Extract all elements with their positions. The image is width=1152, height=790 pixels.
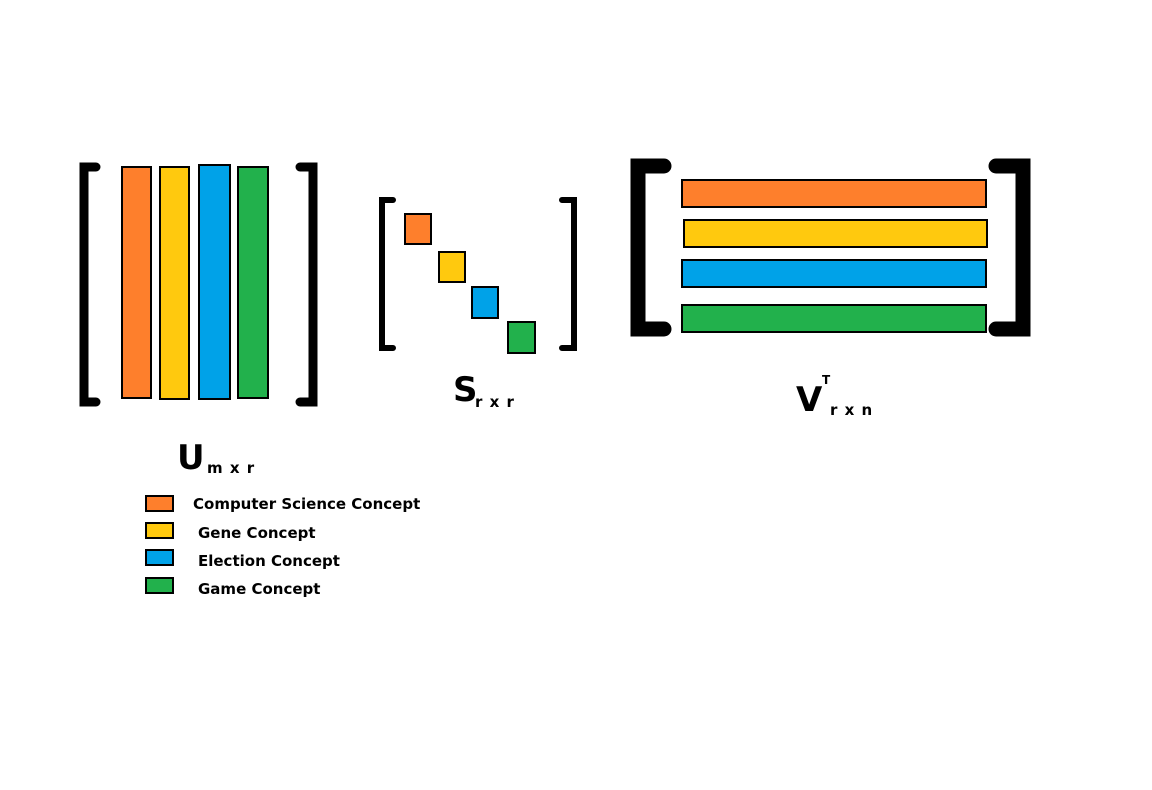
legend: Computer Science Concept Gene Concept El… [145, 495, 420, 598]
vt-row-gene [683, 219, 988, 248]
vt-row-election [681, 259, 987, 288]
u-right-bracket [295, 162, 318, 407]
legend-label-game: Game Concept [198, 580, 320, 598]
vt-superscript: T [822, 373, 831, 387]
s-left-bracket [379, 197, 396, 351]
s-matrix: S r x r [379, 197, 577, 411]
u-column-game [237, 166, 269, 399]
s-subscript: r x r [475, 393, 515, 411]
legend-label-computer-science: Computer Science Concept [193, 495, 420, 513]
legend-swatch-game [145, 577, 174, 594]
legend-label-election: Election Concept [198, 552, 340, 570]
legend-swatch-gene [145, 522, 174, 539]
s-cell-election [471, 286, 499, 319]
s-right-bracket [559, 197, 577, 351]
vt-label: V [796, 380, 823, 420]
u-column-election [198, 164, 231, 400]
legend-swatch-computer-science [145, 495, 174, 512]
vt-matrix: V T r x n [630, 158, 1031, 420]
vt-row-game [681, 304, 987, 333]
vt-left-bracket [630, 158, 672, 337]
u-column-gene [159, 166, 190, 400]
u-label: U [177, 438, 205, 478]
vt-row-computer-science [681, 179, 987, 208]
legend-swatch-election [145, 549, 174, 566]
u-left-bracket [79, 162, 101, 407]
s-cell-game [507, 321, 536, 354]
s-label: S [453, 370, 478, 410]
vt-subscript: r x n [830, 401, 873, 419]
u-matrix: U m x r [79, 162, 318, 478]
s-cell-computer-science [404, 213, 432, 245]
u-subscript: m x r [207, 459, 255, 477]
vt-right-bracket [988, 158, 1031, 337]
s-cell-gene [438, 251, 466, 283]
legend-label-gene: Gene Concept [198, 524, 316, 542]
u-column-computer-science [121, 166, 152, 399]
